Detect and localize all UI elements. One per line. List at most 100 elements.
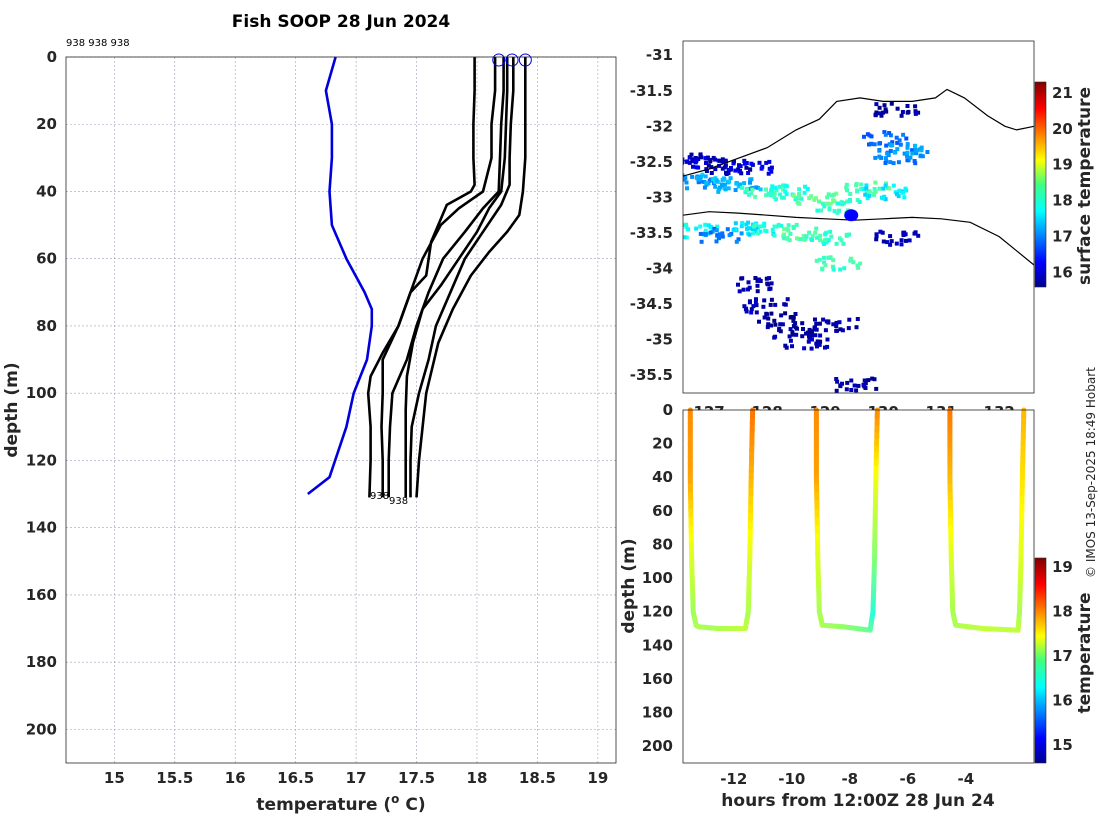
sst-pixel (711, 177, 716, 181)
sst-pixel (773, 322, 778, 327)
surface-marker (492, 53, 506, 67)
sst-pixel (884, 143, 889, 148)
x-tick-label: 17 (346, 769, 367, 787)
sst-pixel (758, 187, 763, 192)
sst-pixel (898, 142, 903, 147)
map-y-tick-label: -33.5 (630, 224, 673, 242)
sst-pixel (885, 151, 890, 156)
sst-pixel (727, 233, 732, 238)
sst-pixel (753, 222, 758, 227)
sst-pixel (883, 197, 888, 202)
sst-pixel (683, 157, 685, 162)
section-y-tick-label: 160 (642, 670, 673, 688)
sst-pixel (786, 223, 791, 228)
sst-pixel (895, 140, 900, 145)
sst-pixel (813, 333, 818, 338)
sst-pixel (696, 165, 701, 170)
sst-pixel (748, 299, 752, 304)
sst-pixel (905, 150, 910, 155)
sst-pixel (803, 236, 808, 241)
sst-pixel (765, 312, 769, 317)
temperature-colorbar-tick-label: 15 (1052, 736, 1073, 754)
sst-pixel (767, 159, 772, 164)
sst-pixel (753, 194, 758, 199)
sst-pixel (734, 181, 739, 186)
sst-pixel (769, 323, 774, 328)
sst-pixel (739, 231, 744, 236)
sst-pixel (740, 276, 745, 281)
section-x-label: hours from 12:00Z 28 Jun 24 (721, 791, 995, 811)
sst-pixel (847, 232, 852, 237)
section-y-tick-label: 20 (652, 435, 673, 453)
sst-pixel (858, 261, 863, 266)
map-y-tick-label: -33 (646, 188, 673, 206)
sst-pixel (810, 329, 815, 334)
sst-pixel (804, 331, 808, 336)
sst-pixel (912, 159, 917, 163)
sst-pixel (785, 297, 790, 302)
sst-pixel (769, 281, 774, 286)
sst-pixel (845, 199, 850, 204)
sst-pixel (874, 234, 879, 239)
sst-pixel (702, 185, 707, 190)
sst-pixel (825, 201, 830, 206)
sst-pixel (901, 233, 906, 237)
y-tick-label: 40 (36, 182, 57, 200)
sst-pixel (791, 315, 796, 320)
sst-pixel (724, 170, 728, 175)
sst-pixel (810, 333, 815, 338)
sst-pixel (797, 192, 801, 197)
sst-pixel (722, 176, 726, 181)
sst-pixel (874, 386, 879, 391)
sst-pixel (691, 164, 695, 169)
section-frame (682, 409, 1035, 764)
sst-pixel (747, 232, 752, 237)
sst-pixel (884, 109, 889, 114)
sst-pixel (845, 188, 849, 193)
sst-pixel (790, 330, 795, 335)
sst-pixel (804, 234, 809, 239)
sst-pixel (872, 187, 877, 191)
sst-pixel (895, 192, 899, 197)
sst-pixel (845, 380, 850, 385)
sst-pixel (871, 191, 876, 196)
sst-pixel (706, 181, 711, 186)
sst-pixel (814, 341, 819, 346)
x-tick-label: 16 (225, 769, 246, 787)
sst-pixel (786, 228, 791, 233)
sst-pixel (837, 208, 841, 213)
sst-pixel (685, 186, 689, 191)
section-y-tick-label: 100 (642, 569, 673, 587)
sst-pixel (787, 334, 792, 339)
section-casts (687, 407, 1027, 633)
sst-pixel (782, 226, 786, 231)
sst-pixel (890, 143, 895, 148)
sst-pixel (855, 189, 860, 194)
sst-pixel (675, 178, 679, 182)
sst-pixel (762, 315, 767, 320)
sst-pixel (676, 178, 680, 182)
sst-pixel (902, 230, 907, 235)
sst-pixel (694, 159, 699, 163)
sst-colorbar-tick-label: 17 (1052, 228, 1073, 246)
sst-pixel (837, 320, 842, 325)
sst-pixel (757, 277, 762, 282)
sst-pixel (902, 151, 907, 156)
sst-pixel (750, 227, 755, 231)
sst-pixel (684, 222, 689, 227)
sst-pixel (797, 237, 802, 241)
sst-pixel (859, 187, 864, 192)
sst-pixel (831, 267, 836, 272)
sst-pixel (772, 318, 777, 323)
sst-pixel (834, 320, 839, 325)
sst-pixel (895, 106, 900, 111)
sst-pixel (778, 192, 783, 197)
profile-3-line (387, 57, 505, 498)
sst-pixel (736, 184, 741, 189)
sst-pixel (715, 224, 720, 229)
sst-pixel (774, 197, 778, 202)
sst-pixel (741, 287, 746, 292)
sst-pixel (795, 200, 800, 205)
sst-pixel (814, 258, 819, 263)
sst-pixel (714, 228, 719, 233)
